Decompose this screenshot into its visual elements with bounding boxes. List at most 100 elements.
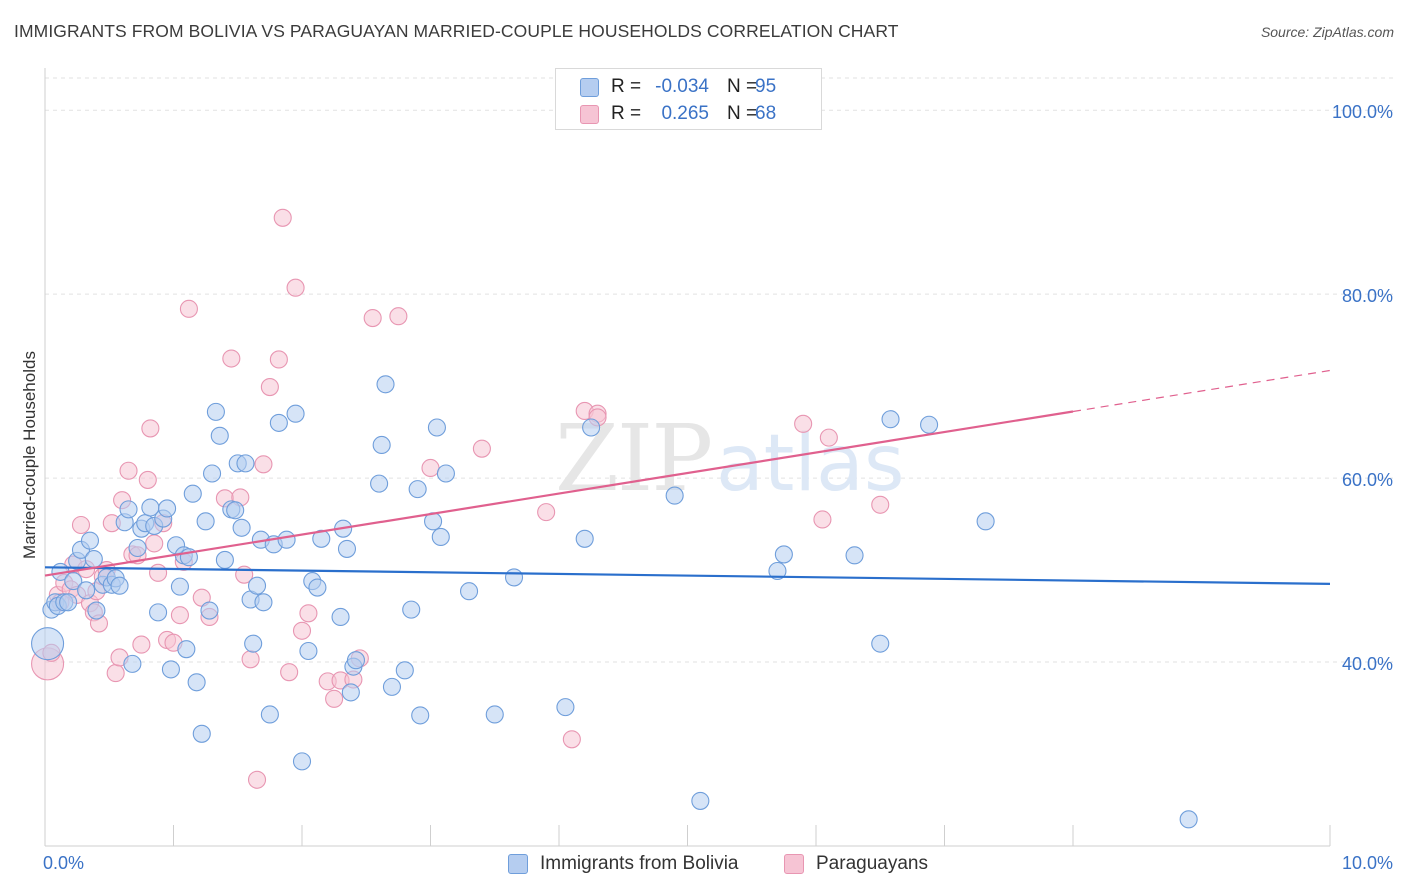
bolivia-point [203,464,222,483]
series-label-bolivia: Immigrants from Bolivia [540,853,739,874]
paraguayans-point [286,278,305,297]
axes [44,68,1331,847]
bolivia-point [459,582,479,601]
legend-n-label: N = [727,76,758,97]
bolivia-point [77,581,96,600]
bolivia-point [582,418,601,437]
bolivia-point [341,683,360,702]
bolivia-point [871,634,890,653]
paraguayans-point [247,770,267,789]
bolivia-trend-line [44,566,1331,585]
paraguayans-point [813,510,832,529]
legend-row-bolivia: R = -0.034 N = 95 [580,74,776,100]
y-tick-label: 100.0% [1332,102,1393,122]
y-axis-label: Married-couple Households [20,351,39,559]
chart-source: Source: ZipAtlas.com [1260,24,1394,40]
legend-swatch-pink [580,104,599,124]
bolivia-point [31,627,65,661]
bolivia-point [84,549,103,569]
bolivia-point [236,454,255,473]
bolivia-point [427,418,446,437]
bolivia-point [128,538,147,558]
bolivia-point [402,600,421,619]
legend-r-label: R = [611,103,642,124]
legend-r-label: R = [611,76,642,97]
bolivia-point [431,527,450,547]
paraguayans-point [260,377,279,397]
bolivia-point [312,529,331,548]
bolivia-point [485,705,504,724]
bolivia-point [177,640,196,659]
bolivia-point [337,539,357,558]
bolivia-point [244,634,263,653]
bolivia-point [331,607,350,627]
legend-swatch-blue [580,77,599,97]
legend-r-value: 0.265 [661,103,709,124]
bolivia-points [31,375,1198,829]
bolivia-point [556,698,575,717]
bolivia-point [269,413,288,432]
y-tick-label: 40.0% [1342,654,1393,674]
bolivia-point [87,601,106,620]
bolivia-point [575,529,594,548]
watermark: ZIP atlas [555,405,905,512]
bolivia-point [277,530,296,549]
paraguayans-point [421,458,440,478]
bolivia-point [80,531,100,550]
bolivia-point [408,480,427,499]
bolivia-point [149,603,168,622]
tick-labels: 40.0% 60.0% 80.0% 100.0% 0.0% 10.0% [43,102,1393,873]
correlation-legend: R = -0.034 N = 95 R = 0.265 N = 68 [555,68,822,130]
bolivia-point [1179,810,1198,829]
legend-n-value: 95 [755,76,777,97]
bolivia-point [254,593,273,612]
bolivia-point [436,464,455,483]
paraguayans-point [819,428,838,447]
y-tick-label: 60.0% [1342,470,1393,490]
watermark-zip: ZIP [555,405,711,512]
paraguayans-point [170,606,189,625]
bolivia-point [110,576,129,595]
bolivia-point [123,654,142,673]
bolivia-point [881,410,900,429]
paraguayans-trend-line [44,410,1074,577]
x-tick-label: 0.0% [43,853,84,873]
series-swatch-blue [508,854,528,874]
bolivia-point [372,435,391,455]
paraguayans-point [472,439,491,458]
bolivia-point [845,546,864,565]
bolivia-point [247,576,267,595]
chart-title: IMMIGRANTS FROM BOLIVIA VS PARAGUAYAN MA… [14,21,899,41]
paraguayans-point [241,650,260,669]
bolivia-point [691,791,710,810]
paraguayans-point [363,309,382,328]
x-tick-label: 10.0% [1342,853,1393,873]
bolivia-point [64,572,83,591]
legend-row-paraguayans: R = 0.265 N = 68 [580,101,776,127]
bolivia-point [346,651,366,670]
legend-n-label: N = [727,103,758,124]
paraguayans-point [138,470,157,489]
legend-r-value: -0.034 [655,76,709,97]
bolivia-point [308,578,327,597]
bolivia-point [215,550,234,570]
paraguayans-point [273,208,292,227]
series-label-paraguayans: Paraguayans [816,853,928,874]
paraguayans-point [141,419,160,438]
paraguayans-point [179,299,198,318]
bolivia-point [920,415,939,434]
bolivia-point [411,706,430,725]
paraguayans-point [132,635,151,654]
bolivia-point [158,499,177,518]
series-legend-paraguayans: Paraguayans [784,850,928,878]
bolivia-point [232,518,251,537]
paraguayans-point [280,663,299,682]
series-legend: Immigrants from Bolivia Paraguayans [0,850,1406,878]
bolivia-point [206,402,225,421]
paraguayans-point [299,604,318,623]
bolivia-point [504,568,524,587]
bolivia-point [286,404,305,423]
paraguayans-point [119,461,138,480]
paraguayans-point [269,350,288,369]
